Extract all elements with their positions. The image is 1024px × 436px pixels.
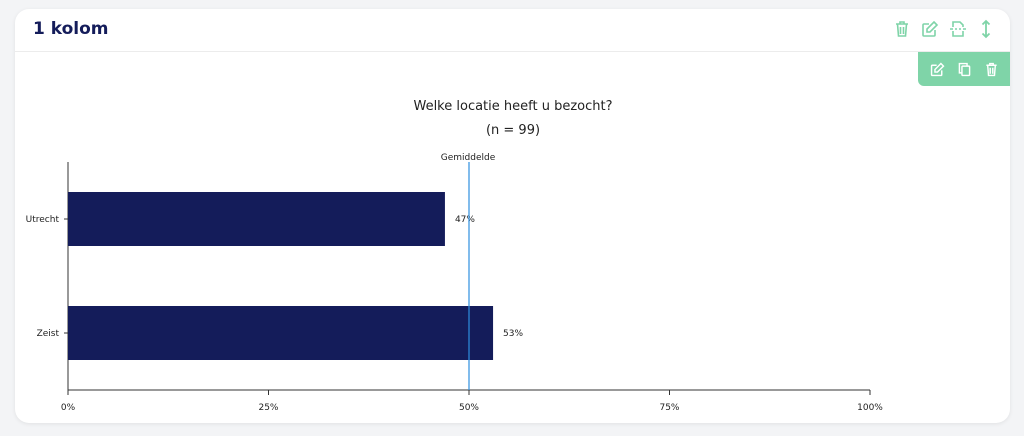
chart-subtitle: (n = 99)	[486, 123, 540, 138]
x-tick-label: 75%	[659, 403, 679, 413]
x-tick-label: 100%	[857, 403, 883, 413]
y-tick-label: Utrecht	[26, 215, 60, 225]
bar-utrecht	[68, 192, 445, 246]
data-label: 47%	[455, 215, 475, 225]
page-break-icon[interactable]	[948, 19, 968, 39]
copy-icon[interactable]	[956, 61, 973, 78]
x-tick-label: 50%	[459, 403, 479, 413]
trash-icon[interactable]	[983, 61, 1000, 78]
x-tick-label: 25%	[258, 403, 278, 413]
element-toolbar	[918, 52, 1010, 86]
chart-title: Welke locatie heeft u bezocht?	[413, 99, 612, 114]
card-header: 1 kolom	[15, 9, 1010, 52]
trash-icon[interactable]	[892, 19, 912, 39]
header-actions	[892, 19, 996, 39]
data-label: 53%	[503, 329, 523, 339]
card-title: 1 kolom	[33, 19, 109, 39]
mean-line-label: Gemiddelde	[441, 153, 496, 163]
bar-zeist	[68, 306, 494, 360]
edit-icon[interactable]	[920, 19, 940, 39]
y-tick-label: Zeist	[37, 329, 60, 339]
resize-vertical-icon[interactable]	[976, 19, 996, 39]
x-tick-label: 0%	[61, 403, 76, 413]
edit-icon[interactable]	[929, 61, 946, 78]
